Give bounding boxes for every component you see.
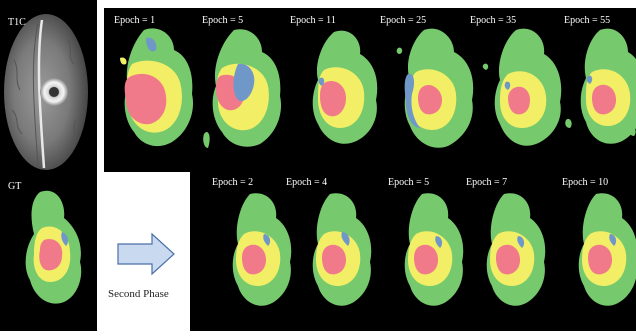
epoch-label-25: Epoch = 25 xyxy=(380,15,427,26)
segmentation-epoch-5-second xyxy=(404,193,464,306)
second-phase-label: Second Phase xyxy=(108,288,169,300)
second-epoch-label-7: Epoch = 7 xyxy=(466,177,508,188)
arrow-icon xyxy=(116,232,176,276)
second-epoch-label-4: Epoch = 4 xyxy=(286,177,328,188)
first-phase-segmentations xyxy=(104,8,636,172)
t1c-panel xyxy=(0,0,97,172)
ground-truth-segmentation xyxy=(0,172,97,331)
second-epoch-label-2: Epoch = 2 xyxy=(212,177,254,188)
segmentation-epoch-10 xyxy=(578,193,636,306)
second-phase-band xyxy=(190,172,636,331)
segmentation-epoch-5 xyxy=(203,29,282,148)
segmentation-epoch-1 xyxy=(120,28,194,147)
second-epoch-label-5: Epoch = 5 xyxy=(388,177,430,188)
t1c-label: T1C xyxy=(8,17,26,28)
epoch-label-35: Epoch = 35 xyxy=(470,15,517,26)
segmentation-epoch-2 xyxy=(232,193,292,306)
segmentation-epoch-55 xyxy=(565,28,636,144)
gt-label: GT xyxy=(8,181,22,192)
second-phase-segmentations xyxy=(190,172,636,331)
second-epoch-label-10: Epoch = 10 xyxy=(562,177,609,188)
segmentation-epoch-35 xyxy=(482,28,562,146)
t1c-mri-image xyxy=(0,0,97,172)
segmentation-epoch-11 xyxy=(312,30,378,144)
epoch-label-55: Epoch = 55 xyxy=(564,15,611,26)
epoch-label-11: Epoch = 11 xyxy=(290,15,336,26)
gt-panel xyxy=(0,172,97,331)
first-phase-band xyxy=(104,8,636,172)
epoch-label-1: Epoch = 1 xyxy=(114,15,156,26)
segmentation-epoch-25 xyxy=(396,28,474,148)
epoch-label-5: Epoch = 5 xyxy=(202,15,244,26)
segmentation-epoch-4 xyxy=(312,193,372,306)
segmentation-epoch-7 xyxy=(486,193,546,306)
